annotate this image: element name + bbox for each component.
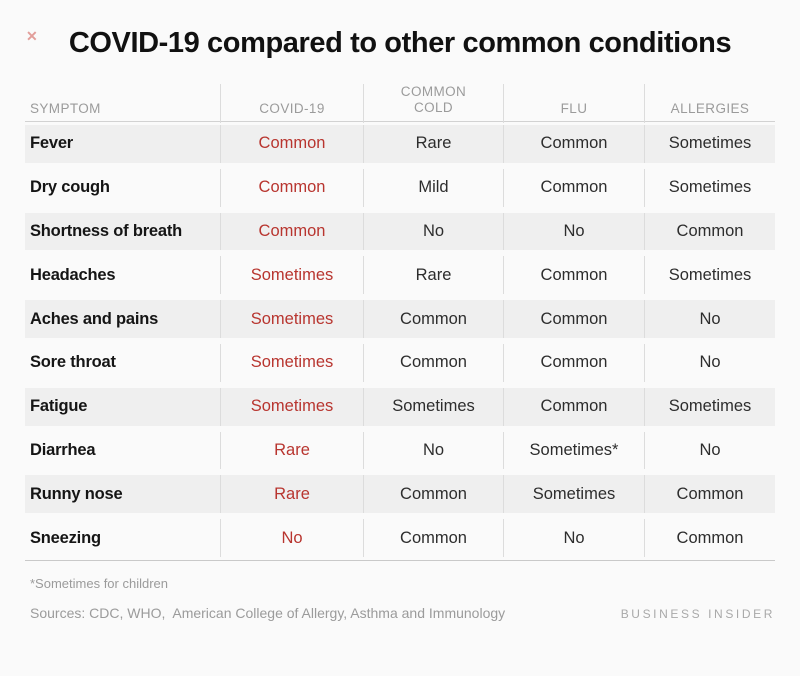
allergies-value: Common bbox=[644, 475, 775, 514]
flu-value: Common bbox=[503, 343, 644, 382]
table-row-fatigue: Fatigue Sometimes Sometimes Common Somet… bbox=[25, 385, 775, 429]
covid-value: Sometimes bbox=[220, 256, 363, 295]
symptom-comparison-table: SYMPTOM COVID-19 COMMON COLD FLU ALLERGI… bbox=[25, 84, 775, 561]
flu-value: No bbox=[503, 519, 644, 557]
cold-value: Common bbox=[363, 519, 503, 557]
page-title: COVID-19 compared to other common condit… bbox=[68, 27, 732, 59]
column-header-covid19: COVID-19 bbox=[220, 84, 363, 123]
close-icon[interactable]: ✕ bbox=[26, 28, 38, 44]
symptom-label: Fever bbox=[30, 134, 74, 153]
covid-value: Sometimes bbox=[220, 387, 363, 426]
infographic-page: COVID-19 compared to other common condit… bbox=[0, 26, 800, 621]
allergies-value: Sometimes bbox=[644, 125, 775, 163]
cold-value: Common bbox=[363, 300, 503, 338]
flu-value: Sometimes* bbox=[503, 431, 644, 470]
cold-value: Rare bbox=[363, 256, 503, 295]
covid-value: Rare bbox=[220, 475, 363, 514]
symptom-label: Headaches bbox=[30, 265, 116, 284]
cold-value: No bbox=[363, 431, 503, 470]
symptom-label: Sneezing bbox=[30, 528, 101, 547]
column-header-allergies: ALLERGIES bbox=[644, 84, 775, 123]
table-row-sore-throat: Sore throat Sometimes Common Common No bbox=[25, 341, 775, 385]
table-row-fever: Fever Common Rare Common Sometimes bbox=[25, 122, 775, 166]
covid-value: Sometimes bbox=[220, 343, 363, 382]
flu-value: Common bbox=[503, 256, 644, 295]
cold-value: Common bbox=[363, 343, 503, 382]
cold-value: Rare bbox=[363, 125, 503, 163]
cold-value: Sometimes bbox=[363, 387, 503, 426]
symptom-label: Aches and pains bbox=[30, 309, 159, 328]
allergies-value: Sometimes bbox=[644, 387, 775, 426]
allergies-value: Sometimes bbox=[644, 256, 775, 295]
covid-value: Common bbox=[220, 125, 363, 163]
covid-value: Common bbox=[220, 168, 363, 207]
cold-value: Mild bbox=[363, 168, 503, 207]
table-header-row: SYMPTOM COVID-19 COMMON COLD FLU ALLERGI… bbox=[25, 84, 775, 123]
flu-value: No bbox=[503, 212, 644, 251]
sources-text: Sources: CDC, WHO, American College of A… bbox=[30, 604, 506, 621]
column-header-common-cold: COMMON COLD bbox=[363, 84, 503, 123]
table-row-aches-and-pains: Aches and pains Sometimes Common Common … bbox=[25, 297, 775, 341]
covid-value: Rare bbox=[220, 431, 363, 470]
table-body: Fever Common Rare Common Sometimes Dry c… bbox=[25, 122, 775, 561]
footnote: *Sometimes for children bbox=[30, 575, 168, 591]
allergies-value: Common bbox=[644, 519, 775, 557]
flu-value: Common bbox=[503, 300, 644, 338]
symptom-label: Dry cough bbox=[30, 178, 110, 197]
flu-value: Common bbox=[503, 168, 644, 207]
symptom-label: Fatigue bbox=[30, 397, 88, 416]
table-row-shortness-of-breath: Shortness of breath Common No No Common bbox=[25, 210, 775, 254]
flu-value: Sometimes bbox=[503, 475, 644, 514]
allergies-value: Sometimes bbox=[644, 168, 775, 207]
flu-value: Common bbox=[503, 125, 644, 163]
table-row-runny-nose: Runny nose Rare Common Sometimes Common bbox=[25, 472, 775, 516]
flu-value: Common bbox=[503, 387, 644, 426]
table-row-diarrhea: Diarrhea Rare No Sometimes* No bbox=[25, 429, 775, 473]
column-header-symptom: SYMPTOM bbox=[30, 101, 101, 116]
cold-value: No bbox=[363, 212, 503, 251]
table-row-dry-cough: Dry cough Common Mild Common Sometimes bbox=[25, 166, 775, 210]
covid-value: Common bbox=[220, 212, 363, 251]
symptom-label: Sore throat bbox=[30, 353, 116, 372]
allergies-value: No bbox=[644, 431, 775, 470]
cold-value: Common bbox=[363, 475, 503, 514]
column-header-flu: FLU bbox=[503, 84, 644, 123]
allergies-value: No bbox=[644, 343, 775, 382]
covid-value: Sometimes bbox=[220, 300, 363, 338]
symptom-label: Diarrhea bbox=[30, 440, 96, 459]
symptom-label: Runny nose bbox=[30, 484, 123, 503]
symptom-label: Shortness of breath bbox=[30, 221, 183, 240]
business-insider-logo: BUSINESS INSIDER bbox=[620, 606, 775, 621]
footer: Sources: CDC, WHO, American College of A… bbox=[25, 605, 775, 621]
covid-value: No bbox=[220, 519, 363, 557]
table-row-sneezing: Sneezing No Common No Common bbox=[25, 516, 775, 560]
table-row-headaches: Headaches Sometimes Rare Common Sometime… bbox=[25, 253, 775, 297]
allergies-value: Common bbox=[644, 212, 775, 251]
allergies-value: No bbox=[644, 300, 775, 338]
